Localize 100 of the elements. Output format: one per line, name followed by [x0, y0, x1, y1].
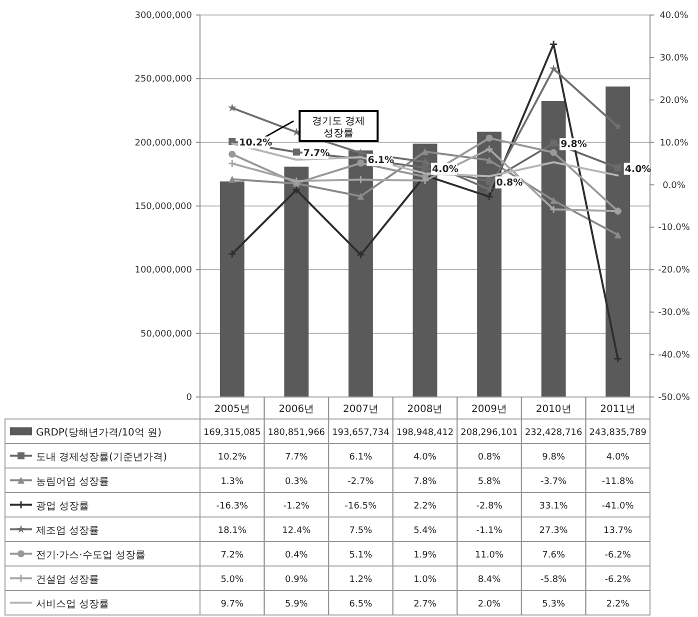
point: [549, 40, 558, 49]
annotation: 경기도 경제 성장률: [312, 116, 366, 139]
legend-label: 도내 경제성장률(기준년가격): [36, 452, 168, 463]
y2-tick-label: -10.0%: [658, 223, 690, 234]
x-tick-label: 2008년: [407, 404, 443, 415]
point: [486, 134, 493, 142]
data-label: 0.9%: [284, 574, 308, 585]
y-tick-label: 50,000,000: [140, 329, 192, 340]
point: [228, 103, 236, 112]
point: [486, 156, 493, 164]
data-label: 198,948,412: [396, 428, 454, 438]
data-label: 9.8%: [542, 452, 566, 462]
data-label: 5.4%: [414, 526, 437, 536]
point: [485, 192, 494, 201]
text: 9.8%: [560, 139, 587, 150]
point: [357, 160, 364, 167]
data-label: -16.5%: [344, 501, 378, 512]
data-label: -5.8%: [540, 574, 568, 585]
data-label: -1.2%: [283, 501, 310, 512]
bar: [220, 181, 244, 397]
text: 0.8%: [496, 177, 523, 188]
data-label: 5.3%: [542, 599, 566, 610]
data-label: 10.2%: [218, 452, 247, 462]
data-label: 27.3%: [539, 526, 568, 536]
data-label: 5.9%: [284, 599, 308, 610]
data-label: 6.5%: [349, 599, 373, 610]
text: 4.0%: [432, 164, 458, 175]
y2-tick-label: -20.0%: [658, 266, 690, 276]
data-label: 2.2%: [606, 599, 630, 610]
data-label: 4.0%: [414, 452, 437, 462]
y2-tick-label: 40.0%: [660, 11, 689, 21]
point: [550, 196, 558, 204]
y2-tick-label: 30.0%: [660, 53, 689, 64]
x-tick-label: 2010년: [536, 404, 572, 415]
y-tick-label: 250,000,000: [134, 74, 192, 85]
y-tick-label: 300,000,000: [134, 11, 192, 21]
legend-label: 농림어업 성장률: [36, 476, 110, 488]
legend-label: 제조업 성장률: [36, 525, 100, 536]
legend-label: 광업 성장률: [36, 500, 90, 512]
data-label: 1.9%: [414, 550, 437, 560]
y-tick-label: 100,000,000: [134, 266, 192, 276]
data-label: -6.2%: [604, 550, 632, 560]
data-label: 2.0%: [478, 599, 502, 610]
data-label: 7.7%: [284, 452, 308, 462]
point: [422, 164, 428, 172]
x-tick-label: 2009년: [472, 404, 508, 415]
y-tick-label: 150,000,000: [134, 202, 192, 212]
x-tick-label: 2007년: [342, 404, 378, 415]
data-label: 0.3%: [284, 476, 308, 487]
data-label: -6.2%: [604, 574, 632, 585]
data-label: 12.4%: [282, 526, 312, 536]
text: 4.0%: [624, 164, 652, 175]
data-label: -3.7%: [540, 476, 568, 487]
legend-label: 전기·가스·수도업 성장률: [36, 550, 146, 561]
data-label: 5.0%: [220, 574, 244, 585]
point: [550, 149, 558, 156]
point: [614, 231, 622, 238]
data-label: 7.6%: [542, 550, 566, 560]
legend-label: 서비스업 성장률: [36, 598, 110, 610]
data-label: -11.8%: [602, 476, 634, 487]
legend-label: GRDP(당해년가격/10억 원): [36, 427, 162, 438]
y2-tick-label: -40.0%: [658, 350, 690, 361]
data-label: -2.8%: [476, 501, 503, 512]
data-label: 208,296,101: [460, 428, 518, 438]
data-label: 7.5%: [349, 526, 373, 536]
point: [292, 148, 300, 156]
y2-tick-label: 0.0%: [662, 180, 686, 191]
y-tick-label: 0: [186, 393, 192, 403]
point: [292, 186, 301, 194]
data-label: 7.2%: [220, 550, 244, 560]
point: [228, 150, 236, 158]
bar: [284, 166, 309, 397]
text: 10.2%: [239, 137, 272, 148]
data-label: 0.8%: [478, 452, 502, 462]
y2-tick-label: 10.0%: [660, 138, 689, 148]
data-label: 5.1%: [349, 550, 373, 560]
point: [356, 250, 365, 260]
data-label: 2.2%: [414, 501, 437, 512]
y2-tick-label: -30.0%: [658, 308, 690, 318]
x-tick-label: 2006년: [278, 404, 314, 415]
legend-label: 건설업 성장률: [36, 574, 100, 586]
data-label: 18.1%: [218, 526, 247, 536]
x-tick-label: 2011년: [600, 404, 636, 415]
point: [485, 144, 494, 154]
data-label: 5.8%: [478, 476, 502, 487]
data-label: 33.1%: [539, 501, 568, 512]
text: 6.1%: [368, 154, 394, 166]
data-label: 8.4%: [478, 574, 502, 585]
data-label: 180,851,966: [268, 428, 326, 438]
y-tick-label: 200,000,000: [134, 138, 192, 148]
data-label: 169,315,085: [204, 428, 261, 438]
point: [422, 148, 428, 156]
data-label: 1.2%: [349, 574, 373, 585]
data-label: 6.1%: [349, 452, 373, 462]
data-label: -41.0%: [602, 501, 634, 512]
x-tick-label: 2005년: [214, 404, 250, 415]
data-label: 232,428,716: [524, 428, 582, 438]
y2-tick-label: -50.0%: [658, 393, 690, 403]
point: [228, 176, 236, 183]
data-label: 243,835,789: [589, 428, 647, 438]
